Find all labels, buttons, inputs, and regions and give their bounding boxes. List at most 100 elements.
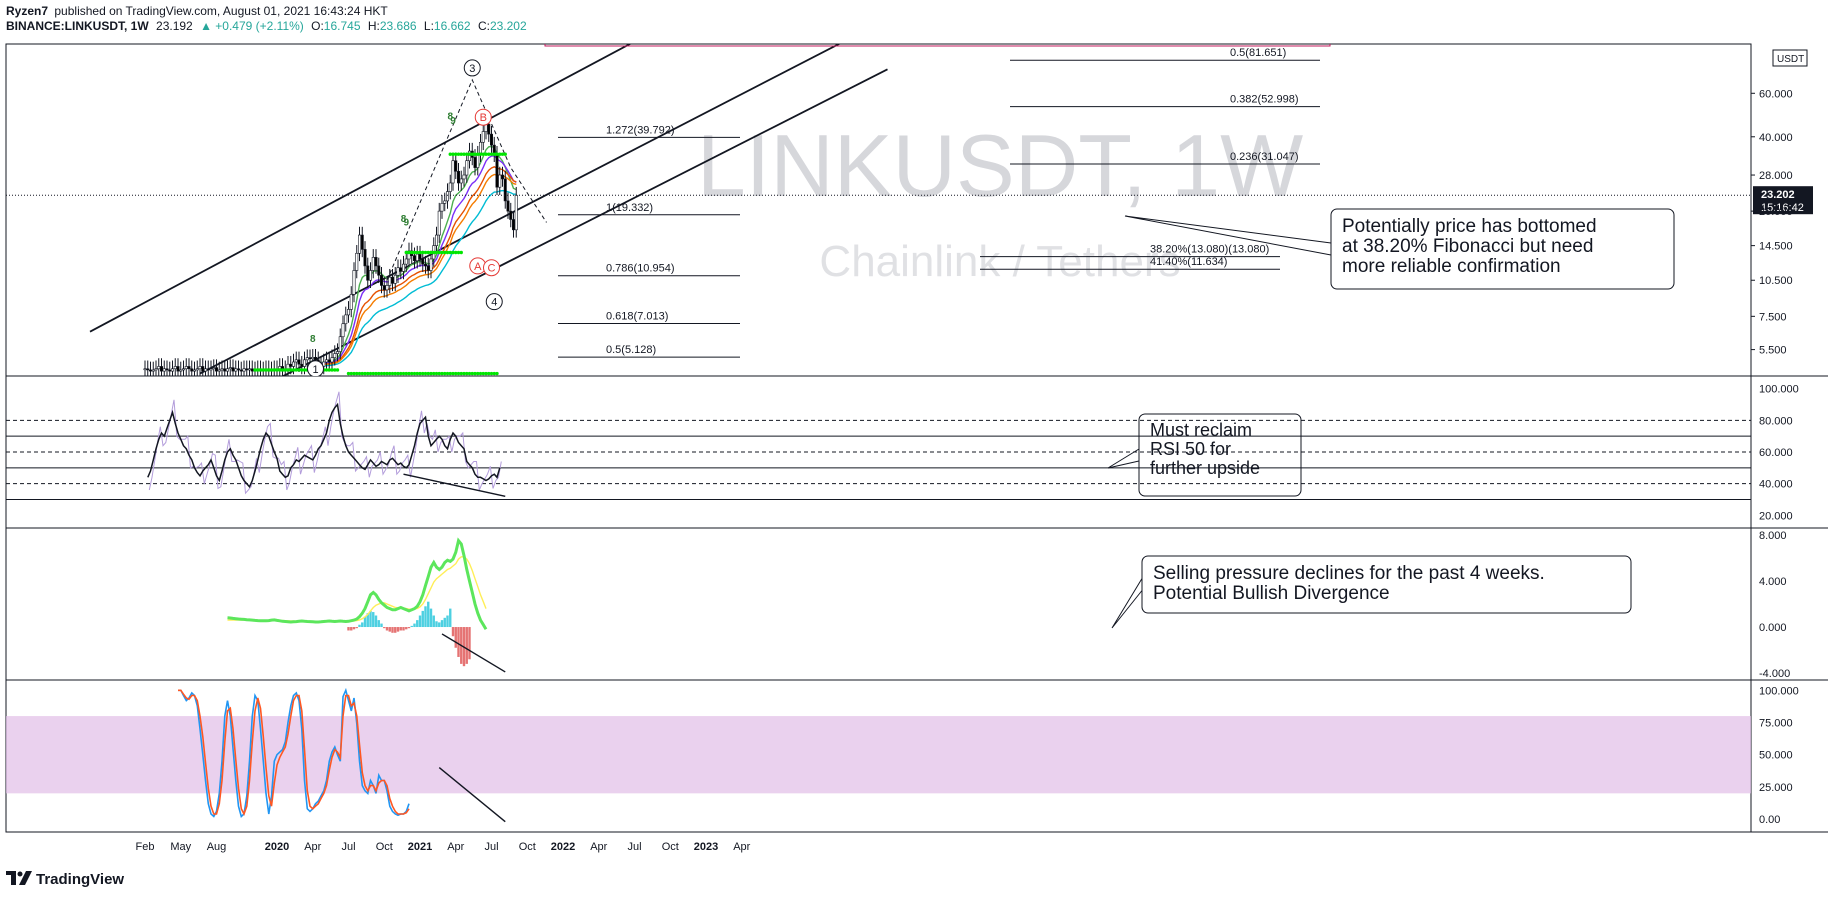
macd-histogram-bar: [391, 627, 394, 633]
support-dot: [445, 371, 450, 376]
rsi-axis-label: 60.000: [1759, 447, 1793, 459]
candle-body: [448, 182, 452, 192]
support-dot: [410, 250, 414, 255]
publisher-name[interactable]: Ryzen7: [6, 4, 49, 18]
time-axis-label: Oct: [519, 841, 536, 853]
candle-body: [412, 255, 416, 261]
support-dot: [283, 368, 287, 372]
candle-body: [388, 276, 392, 286]
support-dot: [371, 371, 375, 376]
candle-body: [390, 276, 394, 284]
chart-canvas[interactable]: LINKUSDT, 1W Chainlink / Tethers 0.5(81.65…: [0, 0, 1828, 870]
currency-label: USDT: [1777, 54, 1804, 65]
wave-marker: [307, 360, 324, 376]
support-dot: [357, 371, 362, 376]
time-axis-label: Aug: [207, 841, 227, 853]
price-axis-label: 5.500: [1759, 345, 1787, 357]
high-value: 23.686: [379, 19, 417, 33]
candle-body: [182, 368, 186, 371]
support-dot: [443, 250, 447, 255]
symbol-label[interactable]: BINANCE:LINKUSDT, 1W: [6, 19, 149, 33]
candle-body: [168, 369, 172, 372]
support-dot: [440, 250, 444, 255]
candle-body: [239, 369, 243, 372]
support-dot: [360, 371, 364, 376]
support-dot: [404, 371, 408, 376]
candle-body: [206, 368, 210, 371]
support-dot: [476, 152, 480, 156]
support-dot: [401, 371, 406, 376]
support-dot: [407, 250, 411, 255]
candle-body: [198, 366, 202, 370]
macd-histogram-bar: [416, 620, 419, 628]
support-dot: [291, 368, 296, 372]
candle-body: [377, 265, 381, 276]
macd-histogram-bar: [361, 622, 364, 628]
support-dot: [423, 250, 428, 255]
macd-histogram-bar: [350, 627, 353, 631]
support-dot: [278, 368, 282, 372]
support-dot: [374, 371, 378, 376]
candle-body: [162, 368, 166, 372]
candle-body: [423, 263, 427, 267]
support-dot: [462, 152, 466, 156]
low-label: L:: [423, 19, 434, 33]
support-dot: [388, 371, 392, 376]
candle-body: [157, 366, 161, 370]
macd-histogram-bar: [358, 624, 361, 628]
support-dot: [484, 371, 488, 376]
macd-signal-line: [227, 556, 487, 623]
support-dot: [492, 371, 496, 376]
currency-badge: [1772, 49, 1808, 67]
time-axis-label: May: [170, 841, 191, 853]
support-dot: [399, 371, 403, 376]
support-dot: [396, 371, 400, 376]
price-axis-label: 40.000: [1759, 132, 1793, 144]
candle-body: [401, 263, 405, 272]
symbol-watermark-sub: Chainlink / Tethers: [819, 237, 1180, 286]
last-price: 23.192: [156, 19, 193, 33]
support-dot: [418, 250, 422, 255]
tradingview-logo-text[interactable]: TradingView: [36, 870, 125, 888]
high-label: H:: [367, 19, 380, 33]
candle-body: [360, 234, 364, 250]
stoch-axis-label: 25.000: [1759, 782, 1793, 794]
candle-body: [335, 351, 339, 354]
support-dot: [465, 152, 469, 156]
macd-line: [227, 537, 488, 631]
wave-label: C: [488, 263, 496, 275]
candle-body: [146, 368, 150, 371]
candle-body: [305, 357, 309, 361]
support-dot: [432, 371, 436, 376]
candle-body: [217, 369, 221, 372]
support-dot: [484, 152, 488, 156]
candle-body: [143, 368, 147, 371]
candle-body: [366, 265, 370, 281]
candle-body: [330, 357, 334, 363]
candle-body: [220, 368, 224, 371]
candle-body: [481, 131, 485, 143]
support-dot: [459, 371, 463, 376]
candle-body: [421, 258, 425, 265]
macd-histogram-bar: [355, 627, 358, 629]
support-dot: [324, 368, 329, 372]
fib-box-top: [544, 44, 1331, 47]
support-dot: [470, 371, 474, 376]
ema-line: [309, 166, 517, 366]
stoch-axis-label: 0.00: [1759, 814, 1780, 826]
wave-label: A: [474, 261, 482, 273]
candle-body: [495, 153, 499, 188]
macd-histogram-bar: [394, 627, 397, 633]
ema-line: [309, 145, 517, 364]
macd-axis-label: 4.000: [1759, 576, 1787, 588]
support-dot: [451, 371, 455, 376]
candle-body: [341, 323, 345, 338]
price-annotation-line: Potentially price has bottomed: [1342, 216, 1597, 237]
support-dot: [498, 152, 502, 156]
macd-histogram-bar: [352, 627, 356, 630]
macd-histogram-bar: [405, 627, 408, 630]
support-dot: [495, 371, 499, 376]
support-dot: [437, 371, 441, 376]
candle-body: [459, 178, 463, 184]
candle-body: [324, 359, 328, 363]
